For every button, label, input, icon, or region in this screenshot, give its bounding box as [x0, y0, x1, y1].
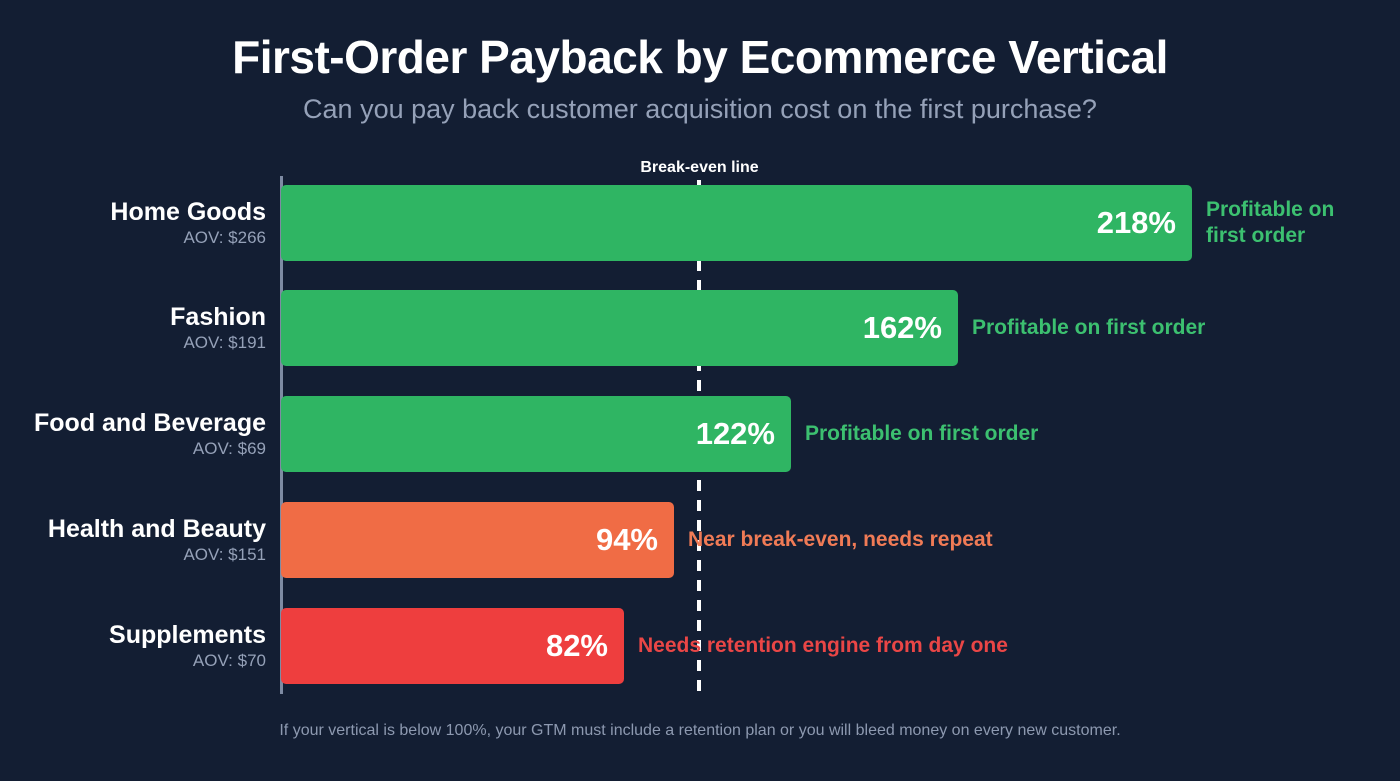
bar-row: Supplements AOV: $70 82% Needs retention en…: [0, 608, 1400, 684]
bar-row: Home Goods AOV: $266 218% Profitable on fir…: [0, 185, 1400, 261]
bar-row-labels: Supplements AOV: $70: [0, 608, 266, 684]
bar-value-label: 82%: [545, 628, 608, 663]
bar[interactable]: 122%: [281, 396, 791, 472]
bar-aov-label: AOV: $69: [192, 439, 266, 458]
bar-category-label: Supplements: [109, 621, 266, 649]
bar-aov-label: AOV: $191: [183, 333, 266, 352]
bar-row-labels: Fashion AOV: $191: [0, 290, 266, 366]
bar[interactable]: 218%: [281, 185, 1192, 261]
bar[interactable]: 82%: [281, 608, 624, 684]
bar-aov-label: AOV: $266: [183, 228, 266, 247]
bar-annotation: Profitable on first order: [1206, 198, 1335, 247]
bar-category-label: Food and Beverage: [34, 409, 266, 437]
bar-annotation: Near break-even, needs repeat: [688, 528, 993, 551]
bar-annotation: Profitable on first order: [972, 316, 1206, 339]
bar-row-labels: Food and Beverage AOV: $69: [0, 396, 266, 472]
breakeven-line-label: Break-even line: [640, 159, 759, 176]
bar-value-label: 122%: [695, 416, 775, 451]
bar-annotation: Needs retention engine from day one: [638, 634, 1008, 657]
bar-row: Fashion AOV: $191 162% Profitable on first …: [0, 290, 1400, 366]
bar-row-labels: Home Goods AOV: $266: [0, 185, 266, 261]
bar-aov-label: AOV: $151: [183, 545, 266, 564]
bar-value-label: 218%: [1096, 205, 1176, 240]
bar-aov-label: AOV: $70: [192, 651, 266, 670]
bar-category-label: Home Goods: [110, 198, 266, 226]
page-subtitle: Can you pay back customer acquisition co…: [303, 94, 1097, 124]
bar-value-label: 162%: [862, 310, 942, 345]
bar-row-labels: Health and Beauty AOV: $151: [0, 502, 266, 578]
page-title: First-Order Payback by Ecommerce Vertica…: [232, 31, 1168, 83]
bar-category-label: Fashion: [170, 303, 266, 331]
bar[interactable]: 94%: [281, 502, 674, 578]
bar-row: Food and Beverage AOV: $69 122% Profitable …: [0, 396, 1400, 472]
chart-footnote: If your vertical is below 100%, your GTM…: [279, 722, 1121, 739]
bar-row: Health and Beauty AOV: $151 94% Near break-…: [0, 502, 1400, 578]
bar[interactable]: 162%: [281, 290, 958, 366]
bar-annotation: Profitable on first order: [805, 422, 1039, 445]
bar-value-label: 94%: [595, 522, 658, 557]
bar-category-label: Health and Beauty: [47, 515, 266, 543]
